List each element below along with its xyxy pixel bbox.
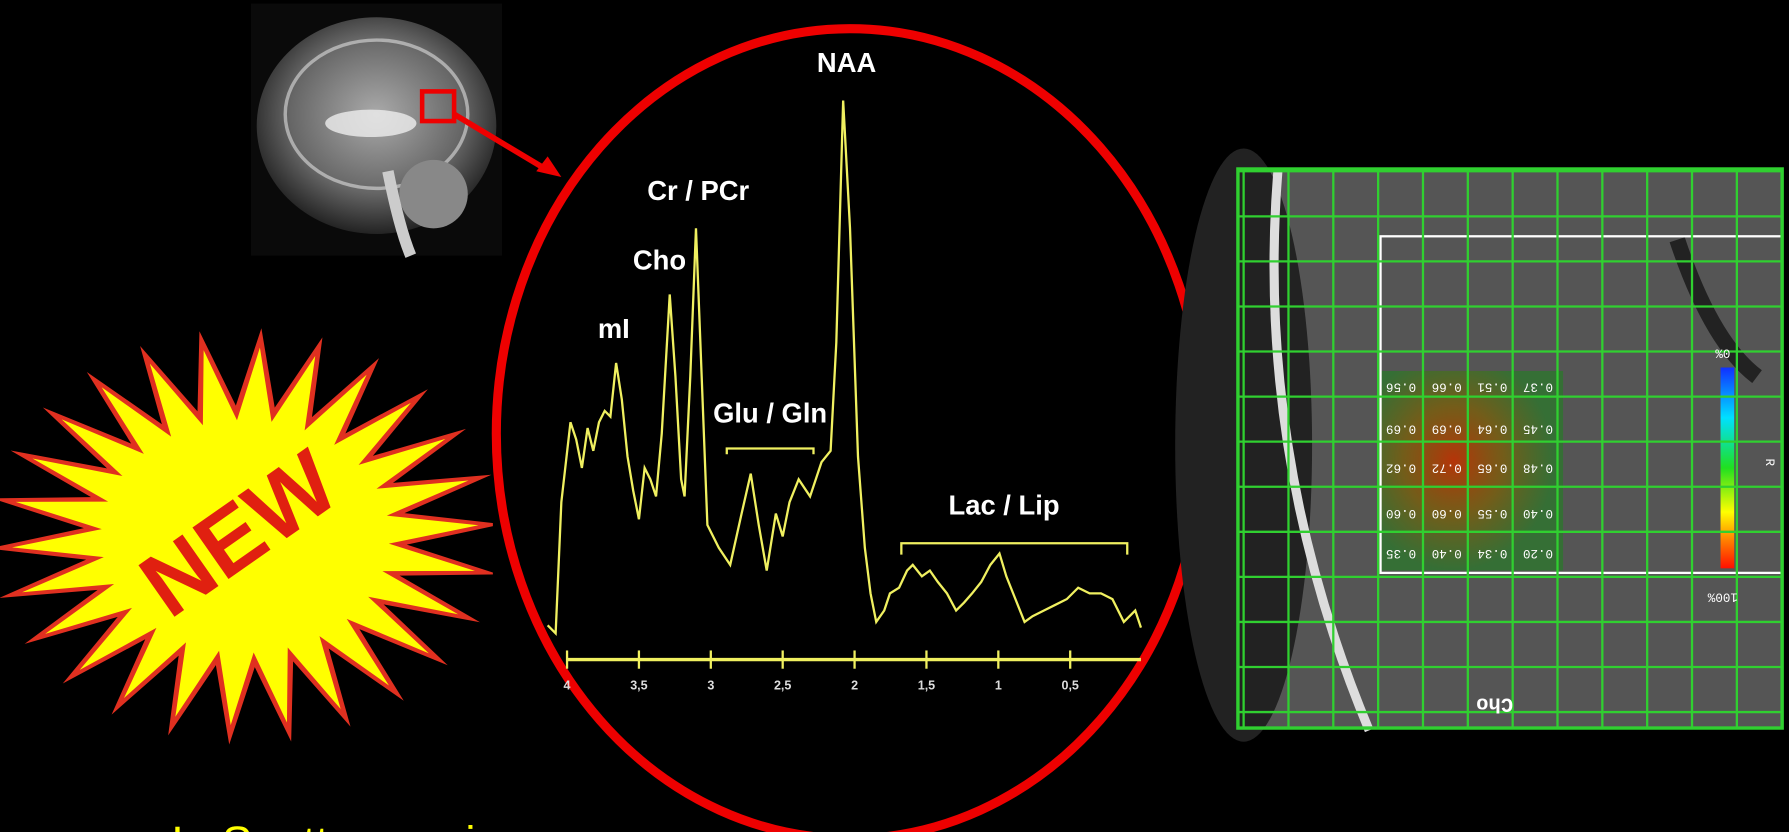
burst-fill bbox=[12, 347, 479, 726]
cell-value: 0.60 bbox=[1432, 506, 1462, 520]
peak-label: NAA bbox=[817, 47, 877, 78]
cell-value: 0.62 bbox=[1386, 460, 1416, 474]
peak-label: Lac / Lip bbox=[949, 490, 1060, 521]
brackets bbox=[725, 447, 1129, 555]
scale-label: 0% bbox=[1715, 345, 1731, 359]
arrow-head bbox=[536, 156, 562, 177]
peak-label: mI bbox=[598, 313, 630, 344]
cell-value: 0.69 bbox=[1432, 422, 1462, 436]
cell-value: 0.60 bbox=[1386, 506, 1416, 520]
peak-label: Cho bbox=[633, 244, 686, 275]
mri-thumbnail bbox=[251, 3, 503, 258]
tick-label: 2 bbox=[851, 678, 858, 692]
cell-value: 0.64 bbox=[1477, 422, 1507, 436]
tick-label: 2,5 bbox=[774, 678, 791, 692]
cell-value: 0.34 bbox=[1477, 546, 1507, 560]
cell-value: 0.69 bbox=[1386, 422, 1416, 436]
peak-label: Cr / PCr bbox=[647, 175, 749, 206]
cell-value: 0.56 bbox=[1386, 379, 1416, 393]
cell-value: 0.35 bbox=[1386, 546, 1416, 560]
tick-label: 3 bbox=[707, 678, 714, 692]
arrow bbox=[452, 111, 547, 172]
tick-label: 1,5 bbox=[918, 678, 935, 692]
tick-label: 3,5 bbox=[630, 678, 647, 692]
cell-value: 0.72 bbox=[1432, 460, 1462, 474]
cell-value: 0.51 bbox=[1477, 379, 1507, 393]
spectrum-frame bbox=[491, 24, 1209, 832]
tick-label: 1 bbox=[995, 678, 1002, 692]
cell-value: 0.65 bbox=[1477, 460, 1507, 474]
scale-label: 100% bbox=[1707, 589, 1738, 603]
cell-value: 0.45 bbox=[1523, 422, 1553, 436]
cell-value: 0.66 bbox=[1432, 379, 1462, 393]
new-badge: NEW bbox=[0, 328, 503, 745]
caption: In Spettroscopia bbox=[171, 817, 501, 832]
spectrum-curve bbox=[546, 100, 1143, 636]
metabolite-label: Cho bbox=[1476, 691, 1513, 714]
map-border bbox=[1236, 167, 1784, 730]
cell-value: 0.40 bbox=[1523, 506, 1553, 520]
side-label: R bbox=[1762, 458, 1776, 466]
cell-value: 0.20 bbox=[1523, 546, 1553, 560]
cell-value: 0.55 bbox=[1477, 506, 1507, 520]
cell-value: 0.37 bbox=[1523, 379, 1553, 393]
tick-label: 0,5 bbox=[1061, 678, 1078, 692]
tick-label: 4 bbox=[564, 678, 571, 692]
cell-value: 0.40 bbox=[1432, 546, 1462, 560]
spectroscopy-map bbox=[1175, 148, 1784, 742]
cell-value: 0.48 bbox=[1523, 460, 1553, 474]
peak-label: Glu / Gln bbox=[713, 397, 827, 428]
